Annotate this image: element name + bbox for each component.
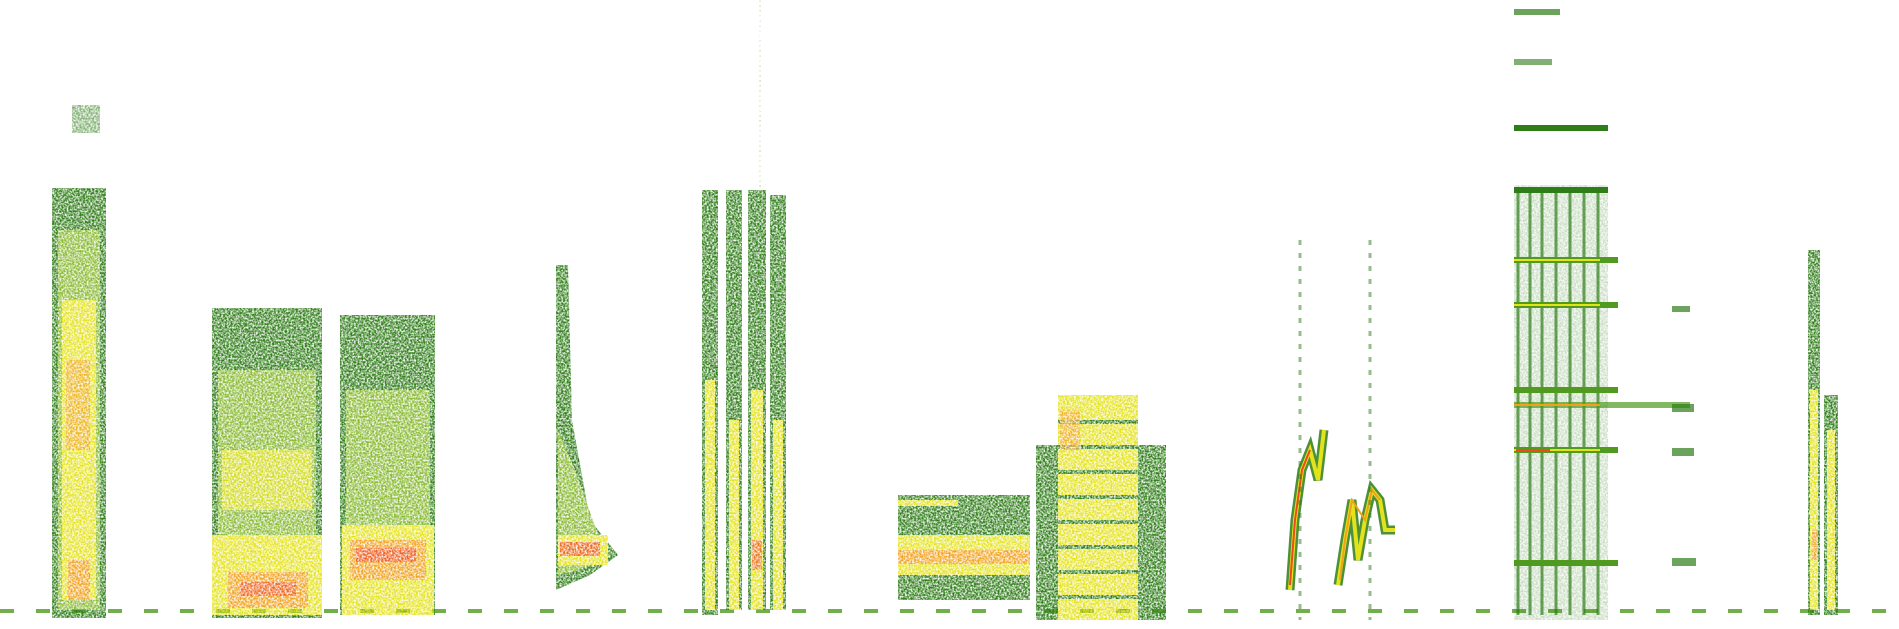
call-3 (556, 265, 618, 590)
call-1 (52, 105, 106, 618)
call-8 (1808, 250, 1838, 615)
call-2 (212, 308, 435, 618)
call-5 (898, 395, 1166, 620)
call-6 (1285, 240, 1395, 620)
call-7 (1514, 9, 1696, 620)
call-4 (702, 0, 786, 615)
